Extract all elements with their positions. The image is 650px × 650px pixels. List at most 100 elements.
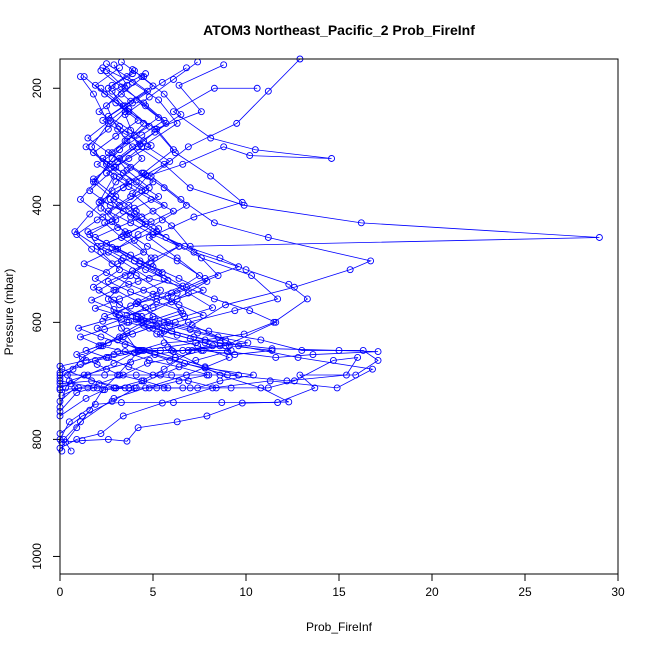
data-point	[177, 307, 185, 315]
data-point	[335, 346, 343, 354]
data-point	[78, 437, 86, 445]
data-point	[95, 198, 103, 206]
y-axis-label: Pressure (mbar)	[2, 269, 16, 356]
data-point	[65, 418, 73, 426]
data-point	[246, 152, 254, 160]
data-point	[253, 84, 261, 92]
data-point	[104, 277, 112, 285]
x-tick-label: 25	[518, 585, 532, 599]
data-point	[155, 225, 163, 233]
data-point	[99, 213, 107, 221]
data-point	[168, 371, 176, 379]
data-point	[103, 60, 110, 68]
data-point	[119, 232, 127, 240]
data-point	[153, 298, 161, 306]
data-point	[158, 216, 166, 224]
data-point	[90, 90, 97, 98]
data-point	[207, 172, 215, 180]
data-point	[192, 339, 200, 347]
data-point	[175, 377, 183, 385]
data-point	[119, 207, 127, 215]
data-point	[309, 351, 317, 358]
data-point	[95, 108, 103, 116]
data-point	[104, 207, 112, 215]
data-point	[117, 90, 125, 98]
data-point	[67, 447, 75, 455]
data-point	[73, 351, 81, 358]
data-point	[142, 171, 150, 179]
data-point	[149, 263, 157, 271]
data-point	[91, 81, 99, 89]
series-line	[59, 87, 359, 434]
data-point	[97, 342, 105, 350]
data-point	[110, 384, 118, 392]
data-point	[138, 155, 146, 162]
data-point	[160, 160, 168, 168]
data-point	[110, 61, 118, 69]
data-point	[231, 351, 239, 358]
data-point	[108, 81, 116, 89]
data-point	[173, 257, 181, 265]
data-point	[328, 155, 336, 162]
data-point	[145, 356, 153, 364]
data-point	[203, 371, 211, 379]
data-point	[127, 302, 135, 310]
data-point	[170, 207, 177, 215]
data-point	[82, 394, 90, 402]
data-point	[266, 377, 274, 385]
series-14	[56, 67, 220, 392]
data-point	[112, 286, 120, 294]
data-point	[170, 76, 177, 83]
series-line	[61, 67, 289, 443]
data-point	[97, 333, 105, 341]
series-line	[59, 70, 217, 389]
data-point	[173, 295, 181, 303]
data-point	[155, 114, 163, 121]
series-line	[61, 69, 239, 389]
data-point	[117, 324, 125, 332]
series-line	[61, 64, 244, 452]
data-point	[127, 97, 135, 105]
series-5	[56, 58, 603, 443]
data-point	[164, 276, 172, 284]
y-axis: 200 400 600 800 1000	[30, 78, 60, 570]
data-point	[264, 87, 272, 95]
data-point	[367, 257, 375, 265]
data-point	[114, 245, 122, 253]
data-point	[153, 330, 161, 338]
data-point	[173, 418, 181, 426]
data-point	[97, 242, 105, 250]
data-point	[130, 236, 138, 244]
data-point	[164, 384, 172, 392]
data-point	[121, 341, 129, 349]
data-point	[134, 116, 142, 124]
data-point	[73, 231, 81, 239]
data-point	[140, 99, 148, 107]
data-point	[147, 142, 155, 150]
data-point	[160, 339, 168, 347]
data-point	[216, 254, 224, 262]
data-point	[274, 295, 282, 303]
data-point	[244, 339, 252, 347]
data-point	[179, 282, 187, 290]
data-point	[227, 384, 235, 392]
data-point	[183, 64, 190, 72]
data-point	[143, 87, 151, 95]
data-point	[160, 201, 168, 209]
data-point	[218, 399, 226, 406]
data-point	[160, 184, 168, 192]
data-point	[197, 346, 205, 354]
data-point	[97, 430, 105, 437]
x-tick-label: 30	[611, 585, 625, 599]
data-point	[160, 318, 168, 326]
data-point	[231, 307, 239, 315]
series-18	[56, 67, 252, 377]
data-point	[112, 216, 120, 224]
data-point	[127, 193, 135, 200]
data-point	[270, 318, 278, 326]
data-point	[290, 283, 298, 291]
data-point	[216, 377, 224, 385]
data-point	[177, 195, 185, 203]
data-point	[91, 304, 99, 312]
data-point	[103, 269, 110, 277]
